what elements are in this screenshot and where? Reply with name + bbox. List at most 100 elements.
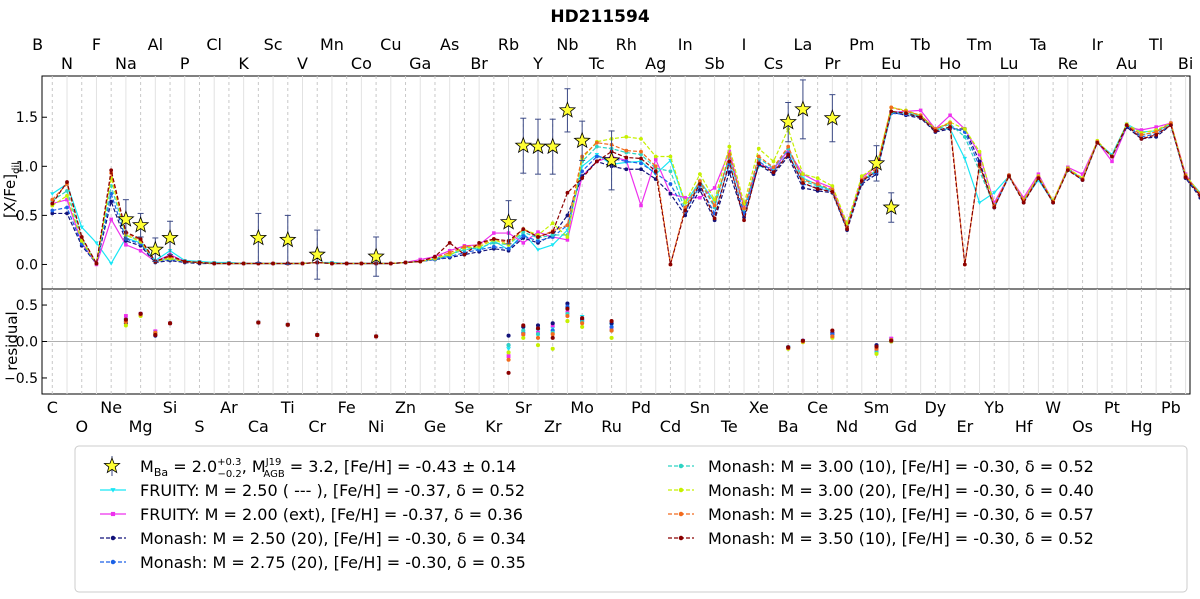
- model-point: [918, 108, 923, 113]
- legend-series-label: Monash: M = 3.00 (10), [Fe/H] = -0.30, δ…: [708, 457, 1094, 476]
- model-point: [1036, 172, 1041, 176]
- top-element-label: V: [297, 54, 308, 73]
- residual-point: [506, 357, 511, 362]
- residual-point: [565, 301, 570, 306]
- model-point: [948, 121, 952, 125]
- observed-star: [544, 137, 562, 155]
- model-point: [1154, 133, 1159, 137]
- model-point: [580, 176, 585, 180]
- top-element-label: Pm: [849, 35, 874, 54]
- legend-series-label: FRUITY: M = 2.00 (ext), [Fe/H] = -0.37, …: [140, 505, 523, 524]
- legend-subscript: −0.2: [217, 469, 241, 480]
- residual-point: [550, 332, 555, 337]
- model-point: [639, 156, 643, 161]
- model-point: [727, 149, 732, 154]
- bottom-element-label: Ca: [248, 417, 269, 436]
- model-point: [859, 174, 864, 178]
- bottom-element-label: Mo: [570, 398, 594, 417]
- model-point: [948, 113, 952, 118]
- model-point: [565, 223, 570, 228]
- model-point: [727, 162, 732, 167]
- model-point: [698, 182, 702, 186]
- model-point: [109, 199, 114, 204]
- model-point: [668, 262, 673, 267]
- residual-point: [550, 346, 555, 351]
- model-point: [550, 221, 555, 226]
- model-point: [712, 186, 717, 190]
- model-point: [579, 164, 585, 169]
- model-point: [624, 155, 629, 160]
- bottom-element-label: Ar: [220, 398, 238, 417]
- model-series: [50, 108, 1200, 267]
- bottom-element-label: Ru: [601, 417, 622, 436]
- model-point: [624, 159, 629, 164]
- bottom-ytick-label: 0.5: [16, 298, 38, 314]
- model-point: [992, 205, 997, 210]
- model-point: [1110, 159, 1114, 164]
- model-point: [1021, 200, 1026, 205]
- bottom-element-label: Os: [1072, 417, 1093, 436]
- legend: MBa = 2.0+0.3 −0.2, MJ19 AGB = 3.2, [Fe/H]…: [74, 445, 1188, 593]
- top-element-label: Ho: [939, 54, 961, 73]
- model-point: [889, 105, 894, 110]
- model-point: [830, 184, 835, 188]
- model-point: [65, 193, 69, 198]
- model-series: [50, 105, 1200, 266]
- model-point: [418, 257, 423, 262]
- residual-point: [123, 317, 128, 322]
- model-point: [1139, 136, 1144, 141]
- top-ylabel-sub: dil: [11, 162, 22, 174]
- top-element-label: Cs: [764, 54, 784, 73]
- top-element-label: Mn: [320, 35, 344, 54]
- residual-point: [800, 338, 805, 343]
- model-point: [727, 152, 732, 157]
- bottom-ytick-label: −0.5: [4, 371, 38, 387]
- top-element-label: Tc: [588, 54, 605, 73]
- model-point: [241, 261, 246, 266]
- model-point: [521, 234, 526, 238]
- model-point: [491, 244, 496, 249]
- residual-point: [153, 332, 158, 337]
- top-ytick-label: 1.5: [16, 110, 38, 126]
- model-point: [521, 227, 526, 231]
- model-point: [1095, 140, 1100, 145]
- model-point: [653, 157, 658, 162]
- top-element-label: F: [92, 35, 101, 54]
- observed-star: [794, 100, 812, 117]
- model-point: [594, 140, 599, 145]
- model-point: [330, 261, 334, 266]
- residual-panel: −0.5 0.0 0.5: [4, 288, 1191, 395]
- legend-swatch-marker: [678, 511, 684, 517]
- bottom-element-label: Ge: [424, 417, 446, 436]
- model-point: [727, 144, 732, 149]
- observed-star: [279, 230, 297, 248]
- model-point: [742, 218, 746, 223]
- observed-star: [161, 228, 179, 246]
- legend-text: = 2.0: [168, 457, 217, 476]
- model-point: [845, 227, 849, 231]
- residual-points: [123, 301, 894, 375]
- legend-swatch-marker: [678, 535, 684, 541]
- bottom-element-label: Dy: [924, 398, 946, 417]
- observed-star: [146, 240, 165, 258]
- model-point: [815, 180, 820, 184]
- model-point: [536, 239, 540, 243]
- model-point: [594, 154, 599, 159]
- top-element-label: Lu: [1000, 54, 1019, 73]
- residual-point: [830, 334, 835, 339]
- model-point: [521, 241, 526, 245]
- model-point: [138, 248, 143, 253]
- bottom-element-label: Ni: [368, 417, 384, 436]
- top-element-label: K: [238, 54, 249, 73]
- legend-swatch-marker: [110, 511, 116, 517]
- observed-star: [117, 210, 135, 227]
- residual-point: [565, 313, 570, 319]
- model-point: [462, 252, 467, 257]
- legend-text: = 3.2, [Fe/H] = -0.43 ± 0.14: [285, 457, 516, 476]
- model-point: [639, 136, 643, 141]
- model-point: [786, 152, 791, 157]
- bottom-element-label: Pd: [631, 398, 651, 417]
- residual-point: [874, 351, 879, 356]
- residual-point: [506, 347, 511, 352]
- top-element-label: Au: [1116, 54, 1137, 73]
